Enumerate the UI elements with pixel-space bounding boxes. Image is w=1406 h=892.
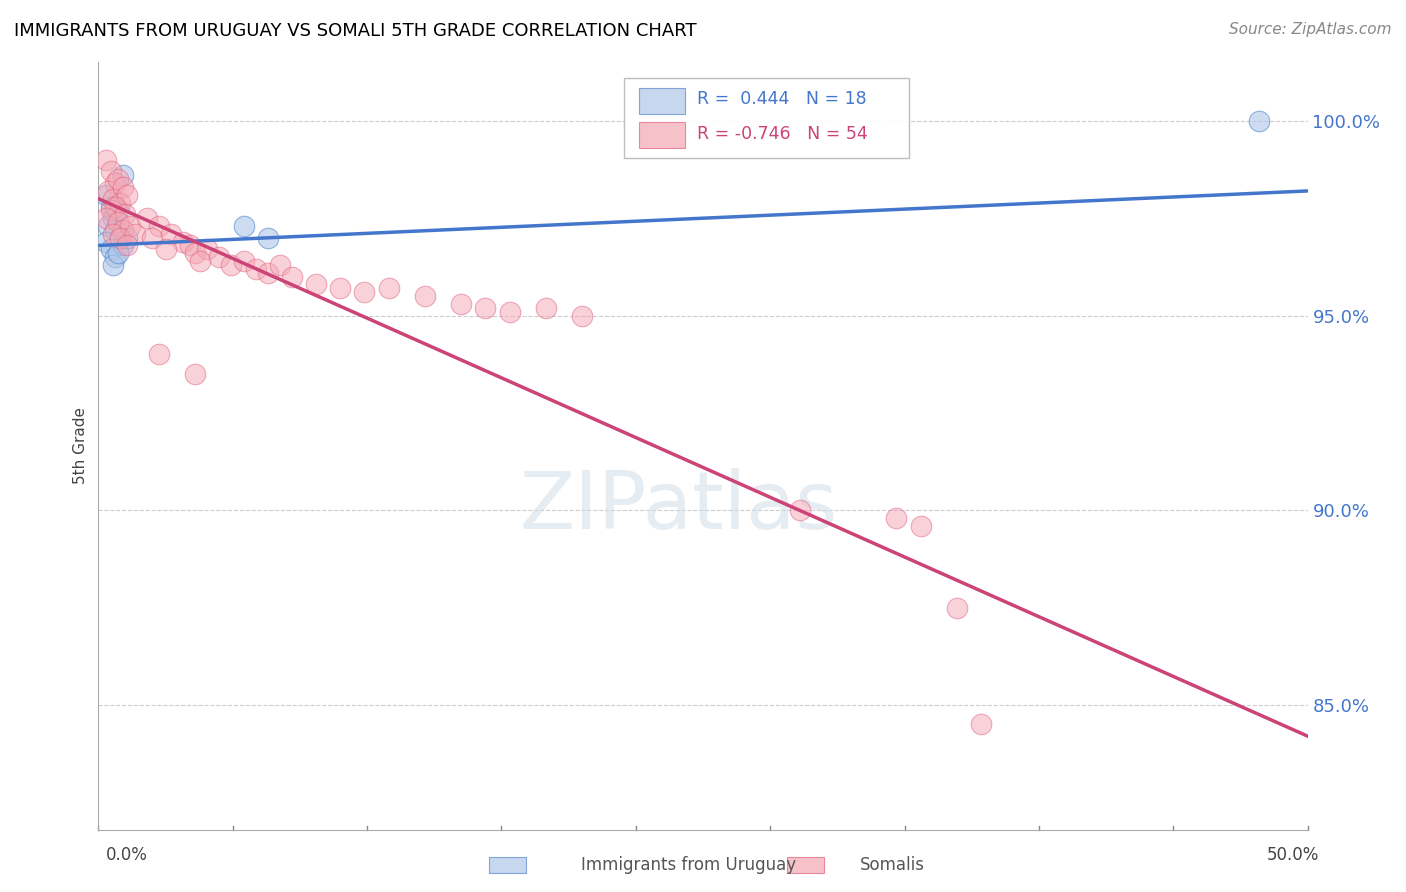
Point [101,192,124,206]
Point [184,246,207,260]
FancyBboxPatch shape [787,857,824,873]
Point [124,227,146,241]
Point [188,254,211,268]
Point [305,277,328,292]
Point [353,285,375,300]
Point [789,503,811,517]
Point [97,219,120,233]
Point [256,266,278,280]
Point [111,180,134,194]
FancyBboxPatch shape [624,78,908,158]
Point [94,153,117,167]
Point [107,172,129,186]
Point [107,215,129,229]
Point [104,250,127,264]
Point [208,250,231,264]
Point [111,169,134,183]
Point [94,235,117,249]
Point [195,243,218,257]
Text: R = -0.746   N = 54: R = -0.746 N = 54 [697,125,868,143]
Point [148,219,170,233]
Point [329,281,352,295]
Point [104,200,127,214]
Point [108,195,131,210]
FancyBboxPatch shape [489,857,526,873]
Point [1249,113,1271,128]
Point [184,367,207,381]
Point [117,238,139,252]
Point [946,600,969,615]
Text: Immigrants from Uruguay: Immigrants from Uruguay [581,856,797,874]
Text: 0.0%: 0.0% [105,846,148,863]
Point [107,203,129,218]
Point [245,261,267,276]
Point [101,227,124,241]
FancyBboxPatch shape [638,87,685,114]
Point [141,230,163,244]
Point [256,230,278,244]
Point [97,184,120,198]
Point [117,230,139,244]
Text: 50.0%: 50.0% [1267,846,1319,863]
Point [155,243,177,257]
Point [534,301,557,315]
Point [117,187,139,202]
Point [571,309,593,323]
Point [970,717,993,731]
Point [114,207,136,221]
Point [148,347,170,361]
Text: Source: ZipAtlas.com: Source: ZipAtlas.com [1229,22,1392,37]
Point [111,223,134,237]
FancyBboxPatch shape [638,122,685,148]
Point [94,211,117,226]
Text: R =  0.444   N = 18: R = 0.444 N = 18 [697,90,866,108]
Point [474,301,496,315]
Point [107,246,129,260]
Point [910,518,932,533]
Text: IMMIGRANTS FROM URUGUAY VS SOMALI 5TH GRADE CORRELATION CHART: IMMIGRANTS FROM URUGUAY VS SOMALI 5TH GR… [14,22,697,40]
Point [498,304,520,318]
Y-axis label: 5th Grade: 5th Grade [73,408,89,484]
Point [100,200,122,214]
Point [135,211,157,226]
Point [104,223,127,237]
Point [232,254,254,268]
Point [886,511,908,525]
Point [108,230,131,244]
Point [232,219,254,233]
Point [100,203,122,218]
Point [118,219,141,233]
Point [100,243,122,257]
Point [101,258,124,272]
Point [108,230,131,244]
Point [413,289,436,303]
Point [94,187,117,202]
Point [160,227,183,241]
Point [221,258,243,272]
Point [450,297,472,311]
Text: ZIPatlas: ZIPatlas [520,468,838,547]
Point [377,281,399,295]
Point [101,211,124,226]
Point [104,176,127,190]
Point [111,238,134,252]
Point [281,269,304,284]
Text: Somalis: Somalis [860,856,925,874]
Point [179,238,201,252]
Point [100,164,122,178]
Point [269,258,291,272]
Point [172,235,194,249]
